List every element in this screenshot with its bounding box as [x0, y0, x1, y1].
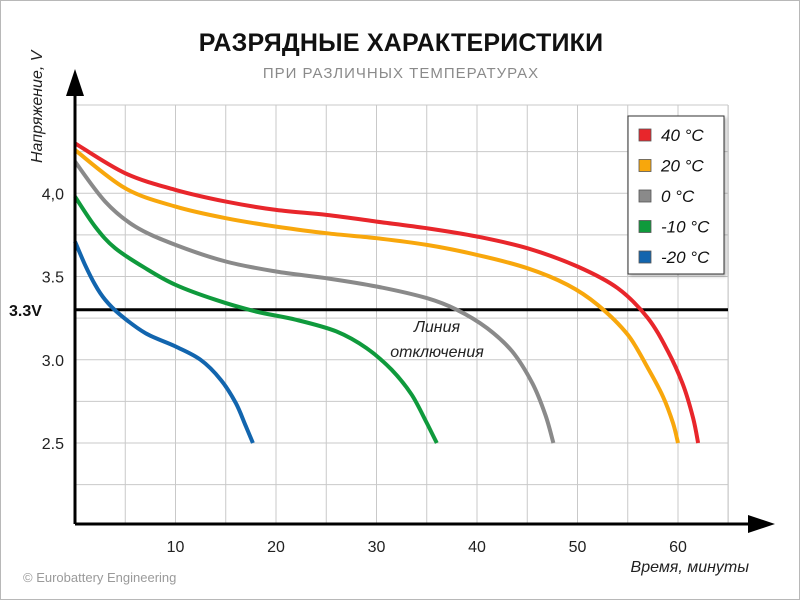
- tick-labels: 10 20 30 40 50 60 2.5 3.0 3.5 4,0: [42, 186, 687, 556]
- y-tick-label: 2.5: [42, 436, 64, 453]
- cutoff-voltage-label: 3.3V: [9, 303, 42, 320]
- cutoff-annotation-line2: отключения: [390, 344, 484, 361]
- legend-swatch: [638, 189, 652, 203]
- legend-label: -10 °C: [661, 218, 710, 237]
- y-tick-label: 3.0: [42, 353, 64, 370]
- legend-swatch: [638, 220, 652, 233]
- y-tick-label: 4,0: [42, 186, 64, 203]
- x-axis-title: Время, минуты: [631, 559, 750, 576]
- x-tick-label: 20: [267, 539, 285, 556]
- legend-label: -20 °C: [661, 248, 710, 267]
- y-tick-label: 3.5: [42, 270, 64, 287]
- legend-item: -20 °C: [638, 248, 710, 267]
- legend-item: -10 °C: [638, 218, 710, 237]
- series-line: [73, 141, 701, 444]
- legend: 40 °C 20 °C 0 °C -10 °C -20 °C: [627, 115, 725, 275]
- y-axis-arrow: [66, 69, 84, 96]
- legend-label: 0 °C: [661, 187, 695, 206]
- x-tick-label: 60: [669, 539, 687, 556]
- chart-title: РАЗРЯДНЫЕ ХАРАКТЕРИСТИКИ: [199, 29, 604, 57]
- x-tick-label: 40: [468, 539, 486, 556]
- legend-item: 40 °C: [638, 126, 704, 145]
- series-line: [73, 148, 680, 444]
- x-tick-label: 10: [167, 539, 185, 556]
- series-line: [73, 195, 439, 444]
- series-line: [73, 240, 255, 444]
- series-lines: [73, 141, 701, 444]
- axes: [66, 69, 775, 533]
- legend-swatch: [638, 128, 652, 142]
- legend-swatch: [638, 159, 652, 172]
- cutoff-annotation-line1: Линия: [413, 319, 461, 336]
- series-line: [73, 160, 556, 444]
- x-tick-label: 30: [368, 539, 386, 556]
- legend-label: 20 °C: [660, 157, 704, 176]
- y-axis-title: Напряжение, V: [29, 49, 46, 163]
- legend-items: 40 °C 20 °C 0 °C -10 °C -20 °C: [638, 126, 710, 267]
- x-tick-label: 50: [569, 539, 587, 556]
- legend-label: 40 °C: [661, 126, 704, 145]
- copyright-text: © Eurobattery Engineering: [23, 570, 176, 585]
- chart-subtitle: ПРИ РАЗЛИЧНЫХ ТЕМПЕРАТУРАХ: [263, 65, 539, 82]
- x-axis-arrow: [748, 515, 775, 533]
- legend-item: 20 °C: [638, 157, 704, 176]
- legend-swatch: [638, 250, 652, 264]
- legend-item: 0 °C: [638, 187, 695, 206]
